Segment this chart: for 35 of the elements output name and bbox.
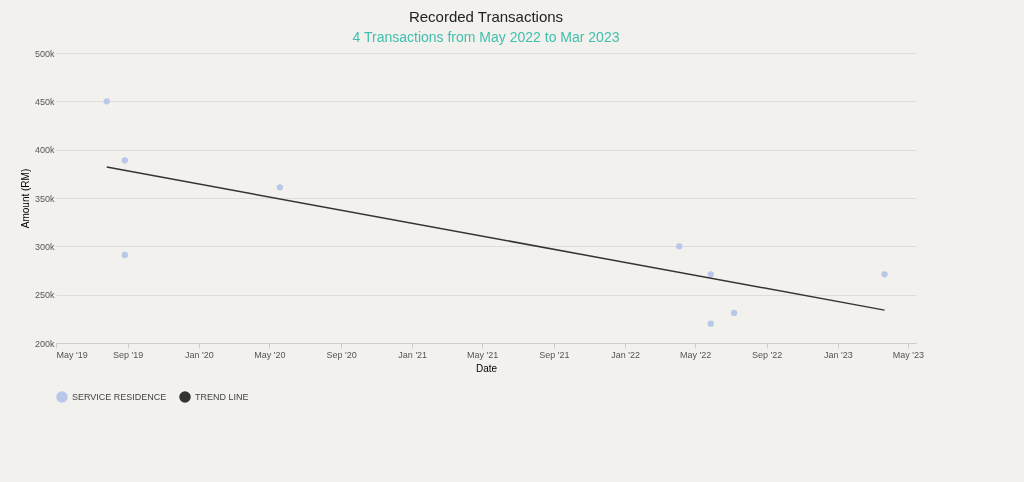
point: [707, 271, 714, 278]
point: [730, 309, 738, 317]
chart-subtitle: 4 Transactions from May 2022 to Mar 2023: [352, 29, 620, 45]
legend-label: SERVICE RESIDENCE: [72, 392, 167, 402]
x-tick-label: Jan '22: [611, 349, 640, 360]
point: [707, 320, 714, 327]
x-tick-label: Jan '20: [184, 349, 214, 360]
x-tick-label: Jan '21: [398, 349, 428, 360]
point: [121, 157, 128, 164]
y-tick-label: 350k: [34, 193, 55, 204]
y-tick-label: 500k: [34, 48, 55, 59]
chart-title: Recorded Transactions: [408, 8, 564, 25]
y-axis-title: Amount (RM): [19, 168, 31, 229]
point: [121, 251, 128, 259]
y-tick-label: 400k: [34, 145, 55, 156]
x-tick-label: Sep '22: [752, 349, 783, 360]
x-axis-title: Date: [475, 362, 498, 374]
x-tick-label: Sep '20: [326, 349, 357, 360]
point: [881, 271, 888, 278]
y-tick-label: 300k: [34, 241, 55, 252]
x-tick-label: May '19: [56, 349, 88, 360]
y-tick-label: 250k: [34, 290, 55, 301]
point: [676, 243, 683, 250]
x-tick-label: Sep '21: [539, 349, 570, 360]
x-tick-label: May '23: [892, 349, 924, 360]
x-tick-label: Sep '19: [113, 349, 144, 360]
y-tick-label: 450k: [34, 96, 55, 107]
point: [103, 98, 110, 105]
legend-label: TREND LINE: [195, 392, 249, 402]
y-tick-label: 200k: [34, 338, 55, 349]
x-tick-label: May '22: [679, 349, 712, 360]
x-tick-label: May '20: [254, 349, 286, 360]
x-tick-label: May '21: [467, 349, 499, 360]
point: [276, 184, 284, 191]
x-tick-label: Jan '23: [824, 349, 853, 360]
